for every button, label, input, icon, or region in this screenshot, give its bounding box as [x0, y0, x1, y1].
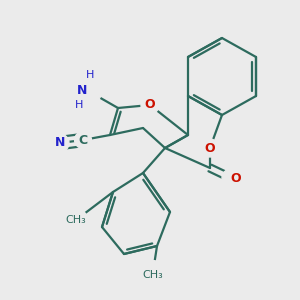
Circle shape [141, 96, 159, 114]
Text: CH₃: CH₃ [66, 215, 86, 225]
Text: H: H [86, 70, 94, 80]
Circle shape [75, 132, 92, 148]
Text: O: O [205, 142, 215, 154]
Text: CH₃: CH₃ [142, 271, 164, 281]
Text: N: N [55, 136, 65, 149]
Circle shape [64, 208, 87, 231]
Text: H: H [75, 100, 84, 110]
Circle shape [222, 169, 240, 187]
Circle shape [79, 81, 101, 103]
Text: N: N [76, 84, 87, 97]
Text: O: O [230, 172, 241, 184]
Circle shape [51, 134, 69, 152]
Text: C: C [78, 134, 88, 146]
Text: O: O [145, 98, 155, 112]
Circle shape [201, 139, 219, 157]
Circle shape [142, 261, 164, 284]
